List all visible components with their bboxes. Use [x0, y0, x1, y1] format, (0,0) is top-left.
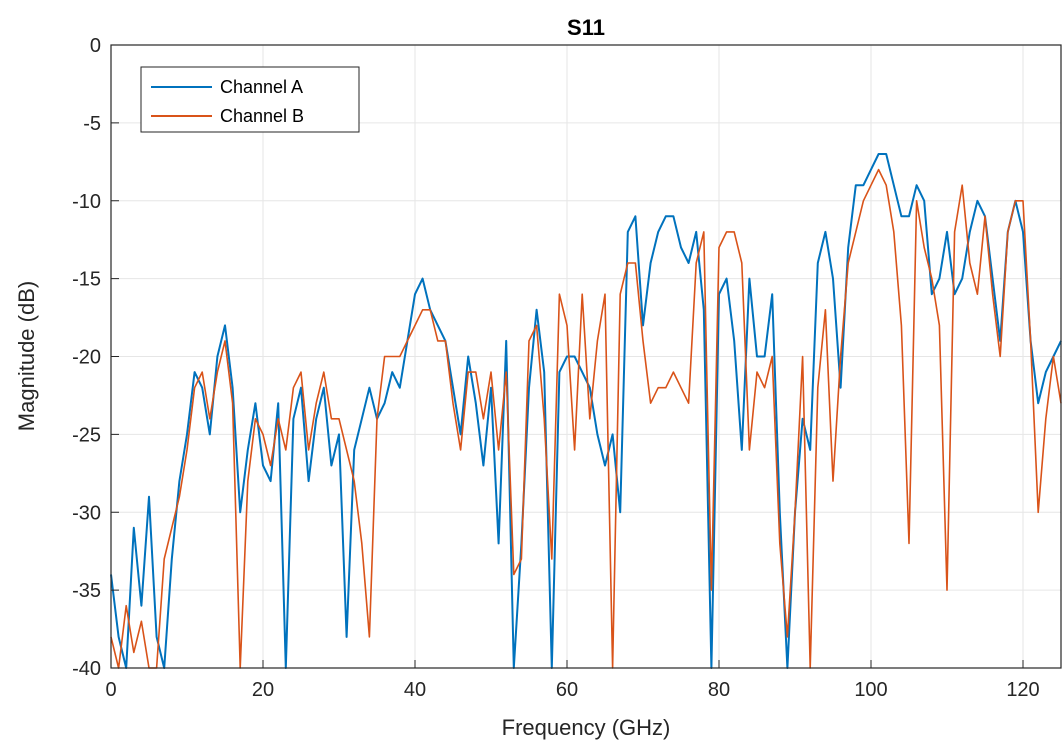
chart-title: S11 — [567, 15, 605, 40]
y-tick-label: -40 — [72, 658, 101, 680]
y-tick-label: -20 — [72, 347, 101, 369]
legend: Channel A Channel B — [140, 66, 360, 133]
y-tick-label: -10 — [72, 191, 101, 213]
x-tick-label: 40 — [404, 679, 426, 701]
x-tick-label: 100 — [854, 679, 887, 701]
series-line-channel-a — [110, 153, 1062, 669]
y-tick-label: -15 — [72, 269, 101, 291]
series-line-channel-b — [110, 168, 1062, 669]
ticks: 0 20 40 60 80 100 120 0 -5 -10 -15 -20 -25 -30 -35 -40 — [72, 35, 1040, 701]
x-tick-label: 0 — [105, 679, 116, 701]
y-tick-label: 0 — [90, 35, 101, 57]
legend-label-channel-b: Channel B — [220, 106, 304, 126]
y-axis-label: Magnitude (dB) — [14, 281, 39, 431]
y-tick-label: -30 — [72, 502, 101, 524]
x-axis-label: Frequency (GHz) — [502, 715, 671, 740]
x-tick-label: 60 — [556, 679, 578, 701]
x-tick-label: 20 — [252, 679, 274, 701]
legend-label-channel-a: Channel A — [220, 77, 303, 97]
x-tick-label: 120 — [1006, 679, 1039, 701]
y-tick-label: -5 — [83, 113, 101, 135]
series-group — [110, 153, 1062, 669]
legend-box — [140, 66, 360, 133]
x-tick-label: 80 — [708, 679, 730, 701]
y-tick-label: -25 — [72, 424, 101, 446]
y-tick-label: -35 — [72, 580, 101, 602]
